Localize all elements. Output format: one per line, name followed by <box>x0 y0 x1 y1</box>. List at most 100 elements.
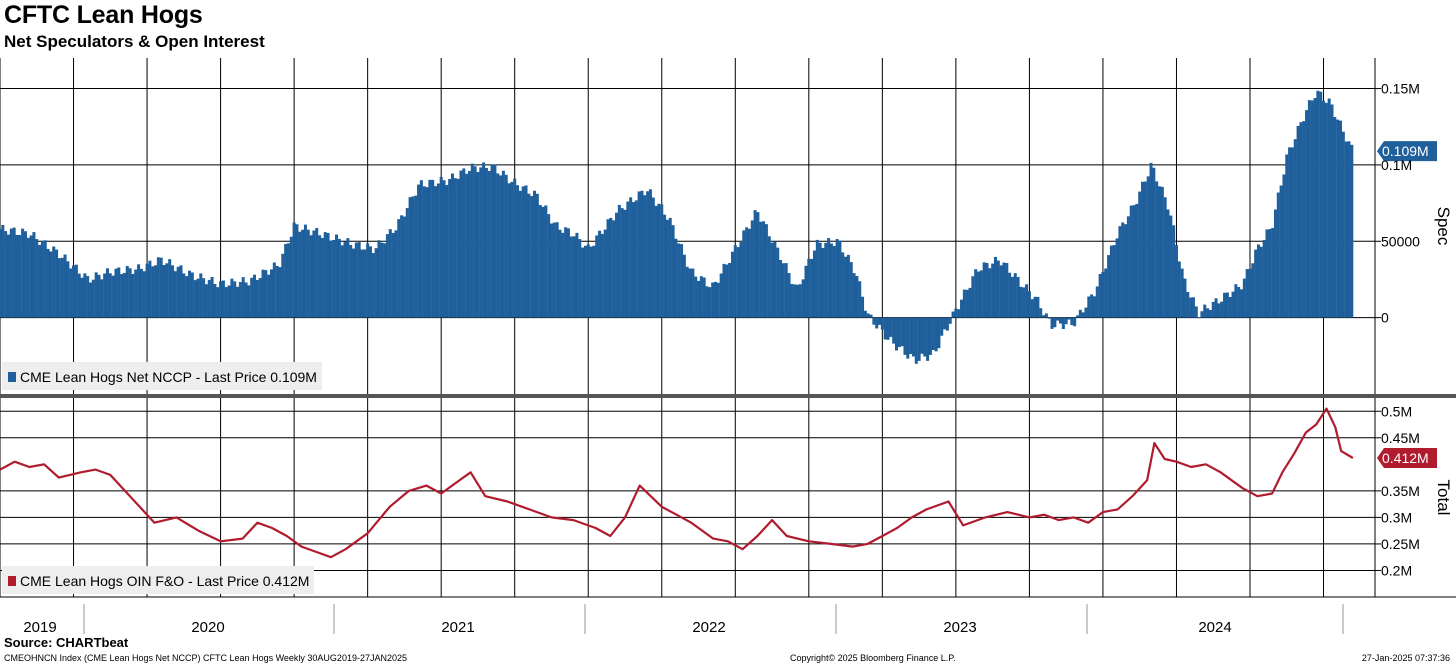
spec-bar <box>796 284 800 318</box>
spec-bar <box>227 285 231 318</box>
spec-bar <box>759 221 763 318</box>
spec-bar <box>1073 317 1077 327</box>
spec-bar <box>1189 297 1193 318</box>
spec-bar <box>708 287 712 318</box>
spec-bar <box>524 185 528 318</box>
spec-bar <box>289 236 293 318</box>
spec-bar <box>917 317 921 361</box>
y-tick-label: 0.2M <box>1381 562 1412 578</box>
spec-bar <box>1183 278 1187 318</box>
spec-bar <box>960 299 964 318</box>
spec-bar <box>357 242 361 318</box>
spec-bar <box>142 271 146 318</box>
spec-bar <box>255 279 259 318</box>
spec-bar <box>779 259 783 318</box>
spec-bar <box>15 234 19 318</box>
footer-index-info: CMEOHNCN Index (CME Lean Hogs Net NCCP) … <box>4 653 407 663</box>
spec-bar <box>329 240 333 318</box>
spec-bar <box>219 281 223 318</box>
spec-bar <box>1282 174 1286 318</box>
spec-bar <box>1025 284 1029 318</box>
spec-bar <box>1155 181 1159 318</box>
spec-bar <box>80 277 84 318</box>
spec-bar <box>66 261 70 318</box>
spec-bar <box>634 200 638 318</box>
spec-bar <box>1067 317 1071 320</box>
spec-bar <box>1158 186 1162 318</box>
spec-bar <box>363 249 367 318</box>
footer-copyright: Copyright© 2025 Bloomberg Finance L.P. <box>790 653 956 663</box>
spec-bar <box>43 240 47 318</box>
spec-bar <box>306 229 310 318</box>
spec-bar <box>295 224 299 318</box>
spec-bar <box>1141 181 1145 318</box>
spec-bar <box>374 248 378 318</box>
spec-bar <box>861 296 865 318</box>
y-tick-label: 0.25M <box>1381 536 1420 552</box>
spec-bar <box>988 268 992 318</box>
spec-bar <box>962 289 966 318</box>
spec-bar <box>139 268 143 318</box>
spec-bar <box>818 242 822 318</box>
spec-bar <box>583 245 587 318</box>
x-tick-label: 2021 <box>441 619 474 636</box>
footer-timestamp: 27-Jan-2025 07:37:36 <box>1361 653 1450 663</box>
spec-bar <box>1095 286 1099 318</box>
spec-bar <box>1008 272 1012 318</box>
spec-bar <box>838 240 842 318</box>
spec-bar <box>821 247 825 318</box>
spec-bar <box>207 279 211 318</box>
spec-bar <box>63 254 67 318</box>
spec-bar <box>120 274 124 318</box>
spec-bar <box>730 251 734 318</box>
spec-bar <box>1293 139 1297 318</box>
spec-bar <box>900 317 904 347</box>
spec-bar <box>923 317 927 357</box>
spec-bar <box>411 196 415 318</box>
legend-box <box>2 362 322 390</box>
y-tick-label: 0.15M <box>1381 81 1420 97</box>
spec-bar <box>725 264 729 318</box>
spec-bar <box>1098 273 1102 318</box>
spec-bar <box>346 238 350 318</box>
spec-bar <box>510 181 514 318</box>
spec-bar <box>1240 289 1244 318</box>
x-tick-label: 2022 <box>692 619 725 636</box>
spec-bar <box>368 246 372 318</box>
spec-bar <box>977 271 981 318</box>
y-tick-label: 0.1M <box>1381 157 1412 173</box>
spec-bar <box>668 217 672 318</box>
spec-bar <box>125 265 129 318</box>
spec-bar <box>926 317 930 361</box>
spec-bar <box>906 317 910 359</box>
spec-bar <box>1047 317 1051 319</box>
spec-bar <box>841 252 845 318</box>
spec-bar <box>103 273 107 318</box>
spec-bar <box>999 265 1003 318</box>
spec-bar <box>1296 125 1300 318</box>
y-tick-label: 50000 <box>1381 233 1420 249</box>
spec-bar <box>654 205 658 318</box>
spec-bar <box>1174 245 1178 318</box>
spec-bar <box>383 243 387 318</box>
spec-bar <box>1138 191 1142 318</box>
spec-bar <box>105 268 109 318</box>
spec-bar <box>86 275 90 318</box>
spec-bar <box>417 184 421 318</box>
spec-bar <box>781 263 785 318</box>
spec-bar <box>671 225 675 318</box>
spec-bar <box>793 284 797 318</box>
spec-bar <box>928 317 932 355</box>
spec-bar <box>1163 197 1167 318</box>
spec-bar <box>578 239 582 318</box>
spec-bar <box>824 242 828 318</box>
spec-bar <box>261 269 265 318</box>
spec-bar <box>250 277 254 318</box>
spec-bar <box>810 258 814 318</box>
spec-bar <box>286 243 290 318</box>
spec-bar <box>202 278 206 318</box>
spec-bar <box>216 287 220 318</box>
spec-bar <box>72 265 76 318</box>
spec-bar <box>1350 144 1354 318</box>
spec-bar <box>55 249 59 318</box>
